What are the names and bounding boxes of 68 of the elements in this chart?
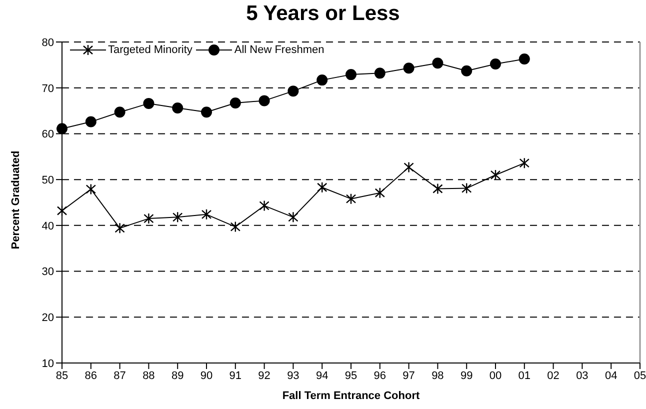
x-tick-label: 04 xyxy=(604,370,618,382)
point xyxy=(374,68,386,79)
y-tick-label: 50 xyxy=(42,174,54,186)
point xyxy=(56,123,68,134)
y-axis-title: Percent Graduated xyxy=(10,150,22,250)
point xyxy=(461,65,472,76)
x-tick-label: 97 xyxy=(402,370,415,382)
x-tick-label: 96 xyxy=(374,370,386,382)
point xyxy=(56,205,68,216)
point xyxy=(259,200,270,212)
x-tick-label: 85 xyxy=(56,370,68,382)
point xyxy=(374,187,385,198)
point xyxy=(230,221,240,232)
x-tick-label: 02 xyxy=(547,370,560,382)
y-tick-label: 30 xyxy=(42,266,54,278)
y-tick-label: 80 xyxy=(42,36,54,49)
point xyxy=(114,106,126,118)
point xyxy=(346,69,356,80)
point xyxy=(143,98,154,109)
point xyxy=(288,212,298,223)
point xyxy=(346,193,356,204)
x-tick-label: 95 xyxy=(344,370,358,382)
x-tick-label: 03 xyxy=(576,370,588,382)
x-tick-label: 86 xyxy=(84,370,98,382)
x-tick-label: 00 xyxy=(489,370,502,382)
y-tick-label: 70 xyxy=(42,82,54,95)
x-tick-label: 90 xyxy=(200,370,213,382)
point xyxy=(172,212,183,223)
x-tick-label: 93 xyxy=(287,370,300,382)
x-tick-label: 05 xyxy=(634,370,646,382)
point xyxy=(519,157,530,169)
x-tick-label: 89 xyxy=(171,370,184,382)
point xyxy=(316,74,328,86)
x-tick-label: 99 xyxy=(460,370,473,382)
point xyxy=(201,208,212,220)
point xyxy=(172,102,184,114)
legend-label: Targeted Minority xyxy=(108,44,192,56)
point xyxy=(258,95,270,106)
point xyxy=(114,222,125,234)
point xyxy=(462,182,472,194)
point xyxy=(288,86,299,97)
legend-label: All New Freshmen xyxy=(234,44,324,56)
point xyxy=(317,182,328,193)
point xyxy=(518,53,530,64)
x-tick-label: 01 xyxy=(518,370,531,382)
x-axis-title: Fall Term Entrance Cohort xyxy=(281,390,421,402)
y-tick-label: 10 xyxy=(42,358,54,370)
y-tick-label: 60 xyxy=(42,128,54,141)
point xyxy=(85,116,96,128)
chart-title: 5 Years or Less xyxy=(245,2,401,26)
point xyxy=(86,184,96,195)
x-tick-label: 98 xyxy=(432,370,444,382)
x-tick-label: 94 xyxy=(316,370,328,382)
y-tick-label: 20 xyxy=(42,312,54,324)
x-tick-label: 91 xyxy=(229,370,242,382)
point xyxy=(144,212,154,224)
point xyxy=(490,169,501,181)
x-tick-label: 88 xyxy=(142,370,155,382)
point xyxy=(230,97,241,108)
point xyxy=(201,106,212,118)
point xyxy=(490,58,501,70)
point xyxy=(403,62,414,74)
point xyxy=(404,162,414,173)
x-tick-label: 87 xyxy=(114,370,126,382)
point xyxy=(432,58,444,69)
y-tick-label: 40 xyxy=(42,220,54,232)
x-tick-label: 92 xyxy=(258,370,270,382)
point xyxy=(432,183,443,194)
